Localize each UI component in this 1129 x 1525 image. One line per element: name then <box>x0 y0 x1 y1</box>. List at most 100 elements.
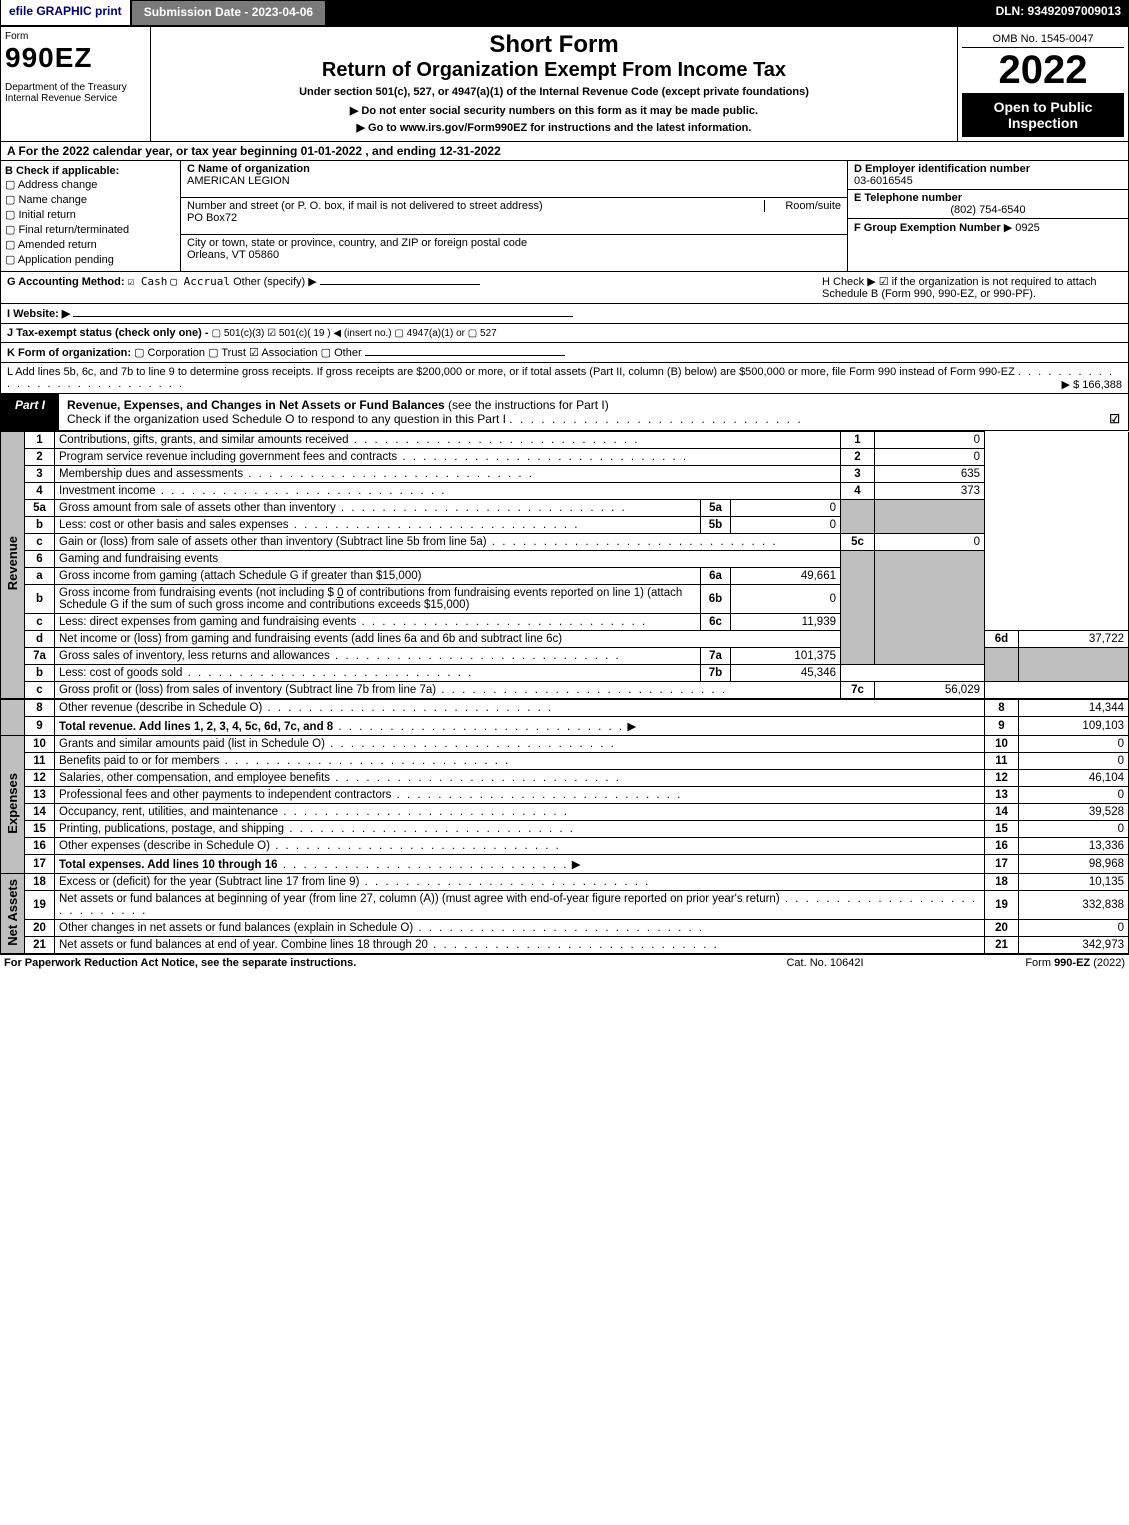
part1-table-cont: 8Other revenue (describe in Schedule O) … <box>0 699 1129 954</box>
k-options[interactable]: ▢ Corporation ▢ Trust ☑ Association ▢ Ot… <box>134 347 362 359</box>
g-cash[interactable]: ☑ Cash <box>128 275 168 288</box>
amt-20: 0 <box>1019 920 1129 937</box>
desc-6c: Less: direct expenses from gaming and fu… <box>59 616 647 628</box>
phone-cell: E Telephone number (802) 754-6540 <box>848 190 1128 219</box>
chk-amended[interactable]: Amended return <box>5 237 176 252</box>
num-9: 9 <box>985 717 1019 736</box>
desc-1: Contributions, gifts, grants, and simila… <box>55 432 841 449</box>
footer-right: Form 990-EZ (2022) <box>925 957 1125 969</box>
g-other[interactable]: Other (specify) ▶ <box>233 276 317 288</box>
vlabel-expenses: Expenses <box>1 736 25 874</box>
street-cell: Number and street (or P. O. box, if mail… <box>181 198 847 235</box>
ssn-warning: Do not enter social security numbers on … <box>155 104 953 117</box>
row-gh: G Accounting Method: ☑ Cash ▢ Accrual Ot… <box>0 272 1129 304</box>
omb-number: OMB No. 1545-0047 <box>962 31 1124 48</box>
part1-check[interactable]: ☑ <box>1109 412 1120 426</box>
goto-link[interactable]: Go to www.irs.gov/Form990EZ for instruct… <box>155 121 953 134</box>
num-17: 17 <box>985 855 1019 874</box>
dept-treasury: Department of the Treasury Internal Reve… <box>5 82 146 104</box>
g-accrual[interactable]: ▢ Accrual <box>170 275 230 288</box>
desc-7b: Less: cost of goods sold <box>59 667 473 679</box>
num-15: 15 <box>985 821 1019 838</box>
amt-10: 0 <box>1019 736 1129 753</box>
desc-18: Excess or (deficit) for the year (Subtra… <box>59 876 650 888</box>
desc-13: Professional fees and other payments to … <box>59 789 682 801</box>
num-12: 12 <box>985 770 1019 787</box>
header-right: OMB No. 1545-0047 2022 Open to Public In… <box>958 27 1128 141</box>
spacer <box>326 0 987 26</box>
desc-12: Salaries, other compensation, and employ… <box>59 772 621 784</box>
subamt-6b: 0 <box>731 585 841 614</box>
amt-9: 109,103 <box>1019 717 1129 736</box>
city-label: City or town, state or province, country… <box>187 237 527 249</box>
num-2: 2 <box>841 449 875 466</box>
city: Orleans, VT 05860 <box>187 249 279 261</box>
title: Return of Organization Exempt From Incom… <box>155 59 953 82</box>
num-11: 11 <box>985 753 1019 770</box>
form-word: Form <box>5 31 146 42</box>
street: PO Box72 <box>187 212 237 224</box>
e-label: E Telephone number <box>854 192 962 204</box>
line-17: 17Total expenses. Add lines 10 through 1… <box>1 855 1129 874</box>
j-options[interactable]: ▢ 501(c)(3) ☑ 501(c)( 19 ) ◀ (insert no.… <box>212 328 497 339</box>
desc-16: Other expenses (describe in Schedule O) <box>59 840 561 852</box>
line-5c: cGain or (loss) from sale of assets othe… <box>1 534 1129 551</box>
d-label: D Employer identification number <box>854 163 1030 175</box>
k-other-blank[interactable] <box>365 355 565 356</box>
num-19: 19 <box>985 891 1019 920</box>
chk-name-change[interactable]: Name change <box>5 192 176 207</box>
g-other-blank[interactable] <box>320 284 480 285</box>
line-8: 8Other revenue (describe in Schedule O) … <box>1 700 1129 717</box>
grey-5 <box>841 500 875 534</box>
line-4: 4Investment income 4373 <box>1 483 1129 500</box>
line-20: 20Other changes in net assets or fund ba… <box>1 920 1129 937</box>
chk-final-return[interactable]: Final return/terminated <box>5 222 176 237</box>
num-7c: 7c <box>841 682 875 699</box>
chk-initial-return[interactable]: Initial return <box>5 207 176 222</box>
amt-7c: 56,029 <box>875 682 985 699</box>
website-blank[interactable] <box>73 316 573 317</box>
subln-5b: 5b <box>701 517 731 534</box>
part1-title-text: Revenue, Expenses, and Changes in Net As… <box>67 398 445 412</box>
amt-17: 98,968 <box>1019 855 1129 874</box>
footer-left: For Paperwork Reduction Act Notice, see … <box>4 957 725 969</box>
subln-5a: 5a <box>701 500 731 517</box>
desc-9: Total revenue. Add lines 1, 2, 3, 4, 5c,… <box>59 721 333 733</box>
part1-tag: Part I <box>1 394 59 430</box>
line-11: 11Benefits paid to or for members110 <box>1 753 1129 770</box>
line-7c: cGross profit or (loss) from sales of in… <box>1 682 1129 699</box>
desc-14: Occupancy, rent, utilities, and maintena… <box>59 806 569 818</box>
short-form: Short Form <box>155 31 953 59</box>
subln-6a: 6a <box>701 568 731 585</box>
row-i: I Website: ▶ <box>0 304 1129 324</box>
desc-5b: Less: cost or other basis and sales expe… <box>59 519 579 531</box>
desc-19: Net assets or fund balances at beginning… <box>59 893 977 917</box>
chk-pending[interactable]: Application pending <box>5 252 176 267</box>
num-13: 13 <box>985 787 1019 804</box>
efile-link[interactable]: efile GRAPHIC print <box>0 0 131 26</box>
submission-date: Submission Date - 2023-04-06 <box>131 0 326 26</box>
part1-dots <box>509 412 802 426</box>
ln-1: 1 <box>25 432 55 449</box>
info-grid: B Check if applicable: Address change Na… <box>0 161 1129 272</box>
line-16: 16Other expenses (describe in Schedule O… <box>1 838 1129 855</box>
amt-1: 0 <box>875 432 985 449</box>
under-section: Under section 501(c), 527, or 4947(a)(1)… <box>155 86 953 98</box>
room-label: Room/suite <box>764 200 841 212</box>
top-bar: efile GRAPHIC print Submission Date - 20… <box>0 0 1129 26</box>
form-number-cell: Form 990EZ Department of the Treasury In… <box>1 27 151 141</box>
amt-18: 10,135 <box>1019 874 1129 891</box>
part1-header: Part I Revenue, Expenses, and Changes in… <box>0 394 1129 431</box>
amt-21: 342,973 <box>1019 937 1129 954</box>
subln-6c: 6c <box>701 614 731 631</box>
line-10: Expenses 10Grants and similar amounts pa… <box>1 736 1129 753</box>
desc-15: Printing, publications, postage, and shi… <box>59 823 575 835</box>
desc-5c: Gain or (loss) from sale of assets other… <box>59 536 778 548</box>
line-12: 12 Salaries, other compensation, and empl… <box>1 770 1129 787</box>
j-label: J Tax-exempt status (check only one) - <box>7 327 209 339</box>
desc-7a: Gross sales of inventory, less returns a… <box>59 650 621 662</box>
amt-13: 0 <box>1019 787 1129 804</box>
amt-6d: 37,722 <box>1019 631 1129 648</box>
chk-address-change[interactable]: Address change <box>5 177 176 192</box>
subamt-6a: 49,661 <box>731 568 841 585</box>
